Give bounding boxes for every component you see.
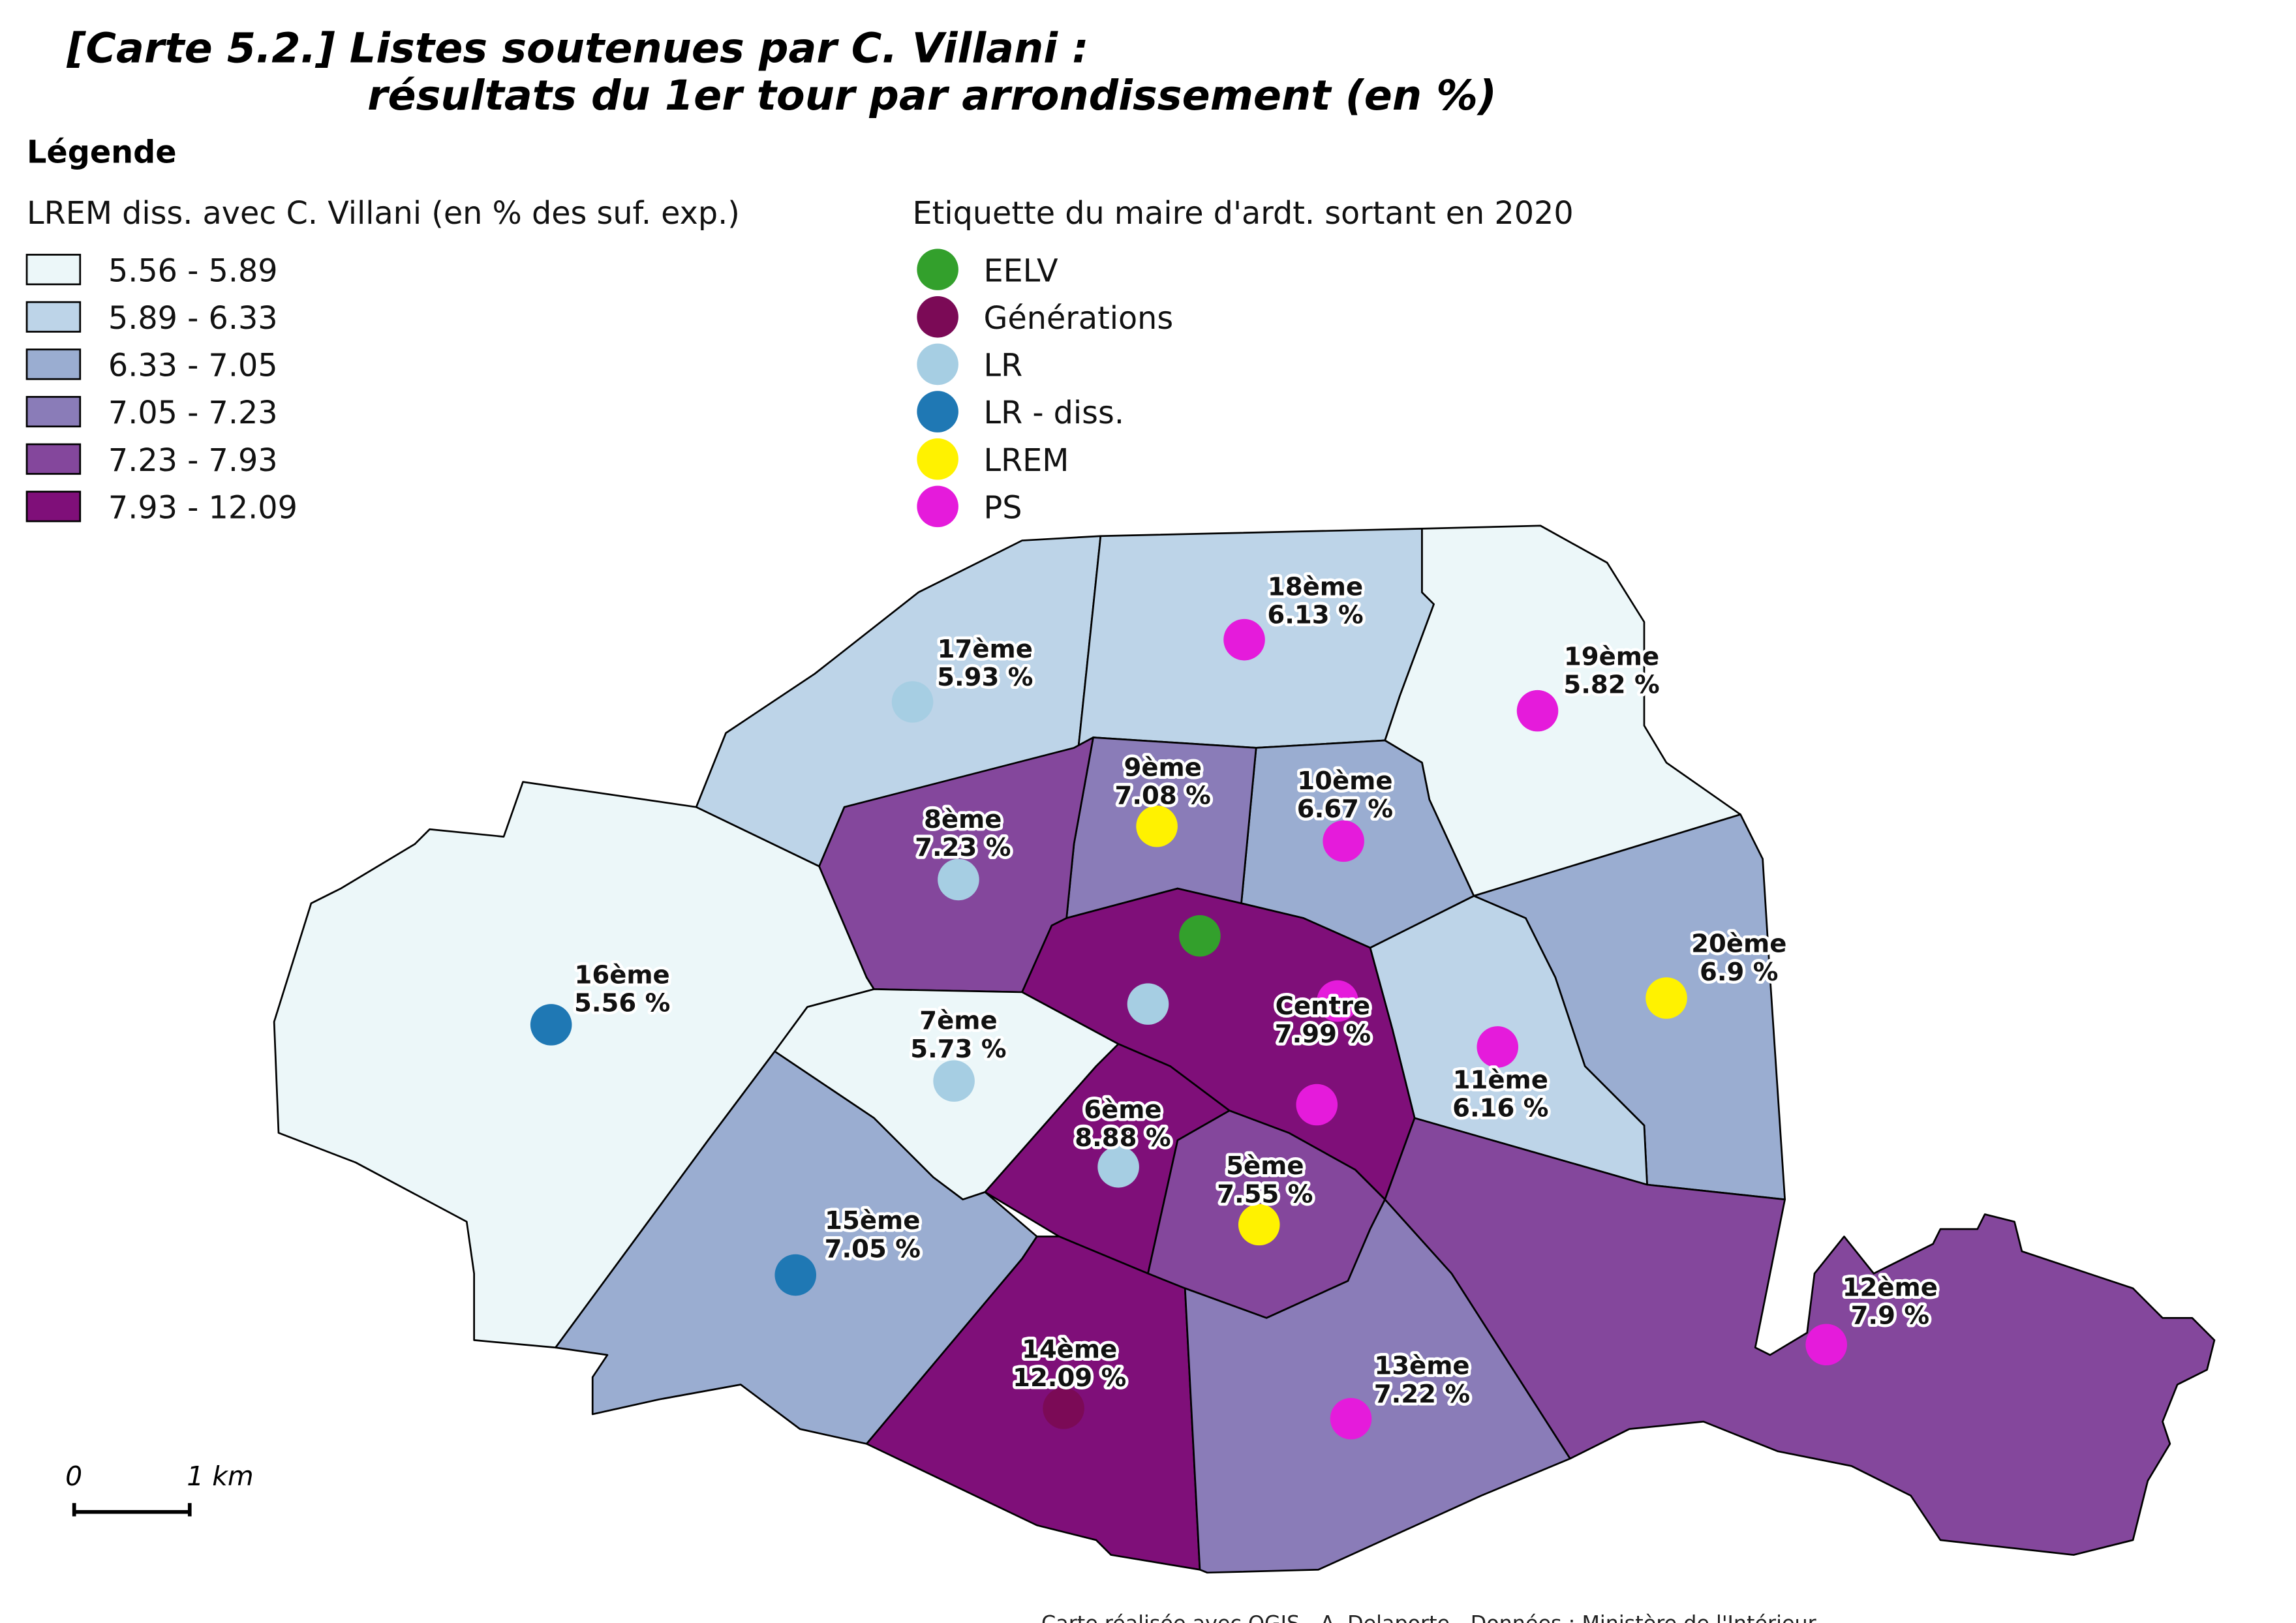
- choropleth-legend: 5.56 - 5.89 5.89 - 6.33 6.33 - 7.05 7.05 - …: [25, 253, 298, 526]
- mayor-marker: [938, 858, 979, 901]
- arrondissement-value: 6.13 %: [1267, 601, 1363, 630]
- mayor-marker: [1317, 980, 1358, 1022]
- mayor-legend-title: Etiquette du maire d'ardt. sortant en 20…: [913, 196, 1574, 232]
- arrondissement-name: 7ème: [919, 1007, 997, 1036]
- arrondissement-value: 5.93 %: [937, 663, 1033, 692]
- arrondissement-value: 6.16 %: [1452, 1094, 1548, 1123]
- mayor-marker: [1805, 1324, 1847, 1366]
- arrondissement-value: 7.9 %: [1851, 1301, 1929, 1330]
- legend-swatch: [25, 396, 82, 428]
- legend-class-label: 6.33 - 7.05: [108, 348, 278, 384]
- arrondissement-value: 6.67 %: [1297, 795, 1393, 824]
- arrondissement-name: 17ème: [938, 635, 1033, 664]
- arrondissement-value: 7.99 %: [1275, 1020, 1371, 1049]
- mayor-marker: [1043, 1388, 1084, 1429]
- arrondissement-name: 12ème: [1843, 1273, 1938, 1302]
- footer-credits: Carte réalisée avec QGIS - A. Delaporte …: [1041, 1612, 1817, 1623]
- mayor-legend: EELV Générations LR LR - diss. LREM PS: [917, 249, 1174, 528]
- legend-mayor-marker: [917, 438, 958, 480]
- legend-mayor-marker: [917, 343, 958, 386]
- legend-mayor-marker: [917, 485, 958, 528]
- legend-heading: Légende: [27, 135, 177, 171]
- arrondissement-value: 5.73 %: [910, 1035, 1006, 1064]
- scale-bar-line: [72, 1503, 192, 1517]
- legend-mayor-label: LR - diss.: [984, 395, 1124, 431]
- arrondissement-polygons: [273, 524, 2216, 1574]
- arrondissement-name: 5ème: [1226, 1151, 1304, 1181]
- arrondissement-name: 14ème: [1022, 1335, 1117, 1365]
- mayor-marker: [1136, 805, 1178, 847]
- arrondissement-value: 7.22 %: [1374, 1380, 1470, 1409]
- arrondissement-name: 20ème: [1691, 930, 1786, 959]
- legend-class-label: 7.05 - 7.23: [108, 395, 278, 431]
- mayor-marker: [1223, 618, 1265, 661]
- mayor-marker: [530, 1004, 572, 1046]
- arrondissement-15ème: [555, 1050, 1038, 1445]
- arrondissement-value: 7.08 %: [1115, 781, 1211, 811]
- mayor-marker: [1330, 1397, 1372, 1440]
- legend-swatch: [25, 348, 82, 380]
- legend-mayor-marker: [917, 391, 958, 432]
- mayor-marker: [933, 1060, 975, 1102]
- legend-mayor-label: LR: [984, 348, 1023, 384]
- arrondissement-12ème: [1384, 1117, 2216, 1556]
- arrondissement-name: 9ème: [1124, 753, 1202, 783]
- legend-class-label: 5.56 - 5.89: [108, 253, 278, 289]
- mayor-marker: [1645, 977, 1687, 1019]
- arrondissement-name: 18ème: [1268, 573, 1363, 602]
- arrondissement-value: 8.88 %: [1075, 1123, 1171, 1153]
- scale-start-label: 0: [65, 1461, 82, 1492]
- legend-swatch: [25, 491, 82, 523]
- arrondissement-name: 15ème: [825, 1206, 920, 1236]
- legend-mayor-label: PS: [984, 491, 1022, 526]
- mayor-marker: [1296, 1084, 1338, 1126]
- arrondissement-name: 6ème: [1084, 1095, 1161, 1125]
- arrondissement-value: 5.56 %: [574, 988, 670, 1018]
- legend-class-label: 7.93 - 12.09: [108, 491, 298, 526]
- legend-mayor-label: EELV: [984, 253, 1059, 289]
- arrondissement-name: 11ème: [1453, 1066, 1548, 1095]
- arrondissement-value: 7.05 %: [825, 1234, 921, 1264]
- arrondissement-name: Centre: [1276, 992, 1371, 1021]
- legend-mayor-label: LREM: [984, 443, 1069, 479]
- scale-end-label: 1 km: [187, 1461, 253, 1492]
- mayor-marker: [1323, 820, 1364, 862]
- arrondissement-value: 7.55 %: [1217, 1179, 1313, 1209]
- mayor-marker: [1179, 915, 1221, 957]
- scale-bar: 0 1 km: [65, 1461, 254, 1517]
- legend-swatch: [25, 301, 82, 333]
- legend-class-label: 7.23 - 7.93: [108, 443, 278, 479]
- choropleth-legend-title: LREM diss. avec C. Villani (en % des suf…: [27, 196, 740, 232]
- title-line-1: [Carte 5.2.] Listes soutenues par C. Vil…: [66, 23, 1088, 72]
- legend-class-label: 5.89 - 6.33: [108, 301, 278, 337]
- legend-swatch: [25, 254, 82, 286]
- legend-mayor-marker: [917, 296, 958, 338]
- mayor-marker: [1516, 690, 1559, 732]
- arrondissement-value: 5.82 %: [1563, 670, 1659, 699]
- arrondissement-value: 6.9 %: [1700, 958, 1778, 987]
- arrondissement-name: 8ème: [924, 805, 1002, 834]
- legend-mayor-label: Générations: [984, 301, 1174, 337]
- legend-swatch: [25, 443, 82, 475]
- arrondissement-name: 13ème: [1374, 1352, 1469, 1381]
- title-line-2: résultats du 1er tour par arrondissement…: [367, 71, 1497, 119]
- mayor-marker: [1097, 1146, 1139, 1188]
- arrondissement-14ème: [865, 1236, 1201, 1571]
- mayor-marker: [891, 681, 934, 723]
- mayor-marker: [1477, 1026, 1519, 1068]
- mayor-markers: [530, 618, 1847, 1440]
- mayor-marker: [774, 1254, 817, 1296]
- arrondissement-value: 12.09 %: [1013, 1363, 1126, 1393]
- legend-mayor-marker: [917, 249, 958, 290]
- arrondissement-name: 19ème: [1564, 642, 1659, 671]
- mayor-marker: [1238, 1204, 1280, 1246]
- arrondissement-name: 10ème: [1297, 766, 1392, 796]
- arrondissement-value: 7.23 %: [915, 833, 1011, 862]
- mayor-marker: [1127, 983, 1169, 1025]
- arrondissement-name: 16ème: [575, 960, 670, 990]
